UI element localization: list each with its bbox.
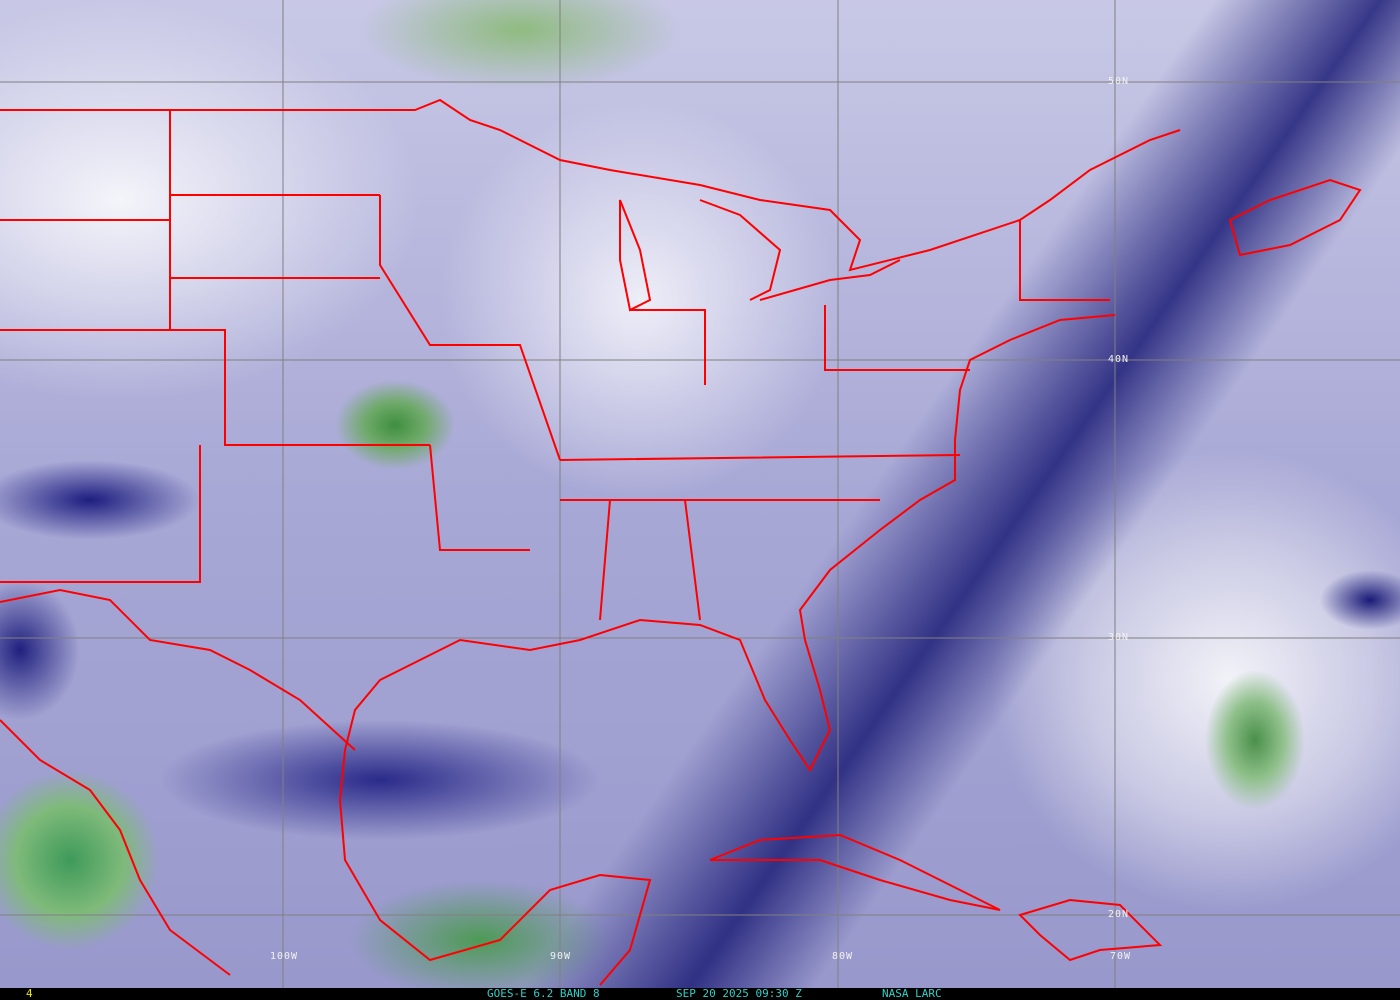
frame-number: 4: [26, 987, 33, 1000]
credit: NASA LARC: [882, 987, 942, 1000]
mexico-west-coast: [0, 719, 231, 976]
newfoundland: [1228, 178, 1362, 257]
lat-label-30n: 30N: [1108, 632, 1130, 643]
us-canada-border: [0, 98, 1181, 272]
footer-bar: 4 GOES-E 6.2 BAND 8 SEP 20 2025 09:30 Z …: [0, 988, 1400, 1000]
hispaniola: [1018, 898, 1163, 962]
image-datetime: SEP 20 2025 09:30 Z: [676, 987, 802, 1000]
atlantic-coast: [338, 314, 1116, 986]
lon-label-70w: 70W: [1110, 951, 1132, 962]
political-borders: [0, 98, 1362, 986]
lat-label-20n: 20N: [1108, 909, 1130, 920]
us-mexico-border: [0, 588, 356, 751]
satellite-band: GOES-E 6.2 BAND 8: [487, 987, 600, 1000]
cuba: [709, 833, 1001, 911]
lon-label-100w: 100W: [270, 951, 299, 962]
lon-label-80w: 80W: [832, 951, 854, 962]
lat-label-40n: 40N: [1108, 354, 1130, 365]
lat-label-50n: 50N: [1108, 76, 1130, 87]
state-lines: [0, 110, 1110, 621]
great-lakes: [619, 199, 901, 312]
lon-label-90w: 90W: [550, 951, 572, 962]
